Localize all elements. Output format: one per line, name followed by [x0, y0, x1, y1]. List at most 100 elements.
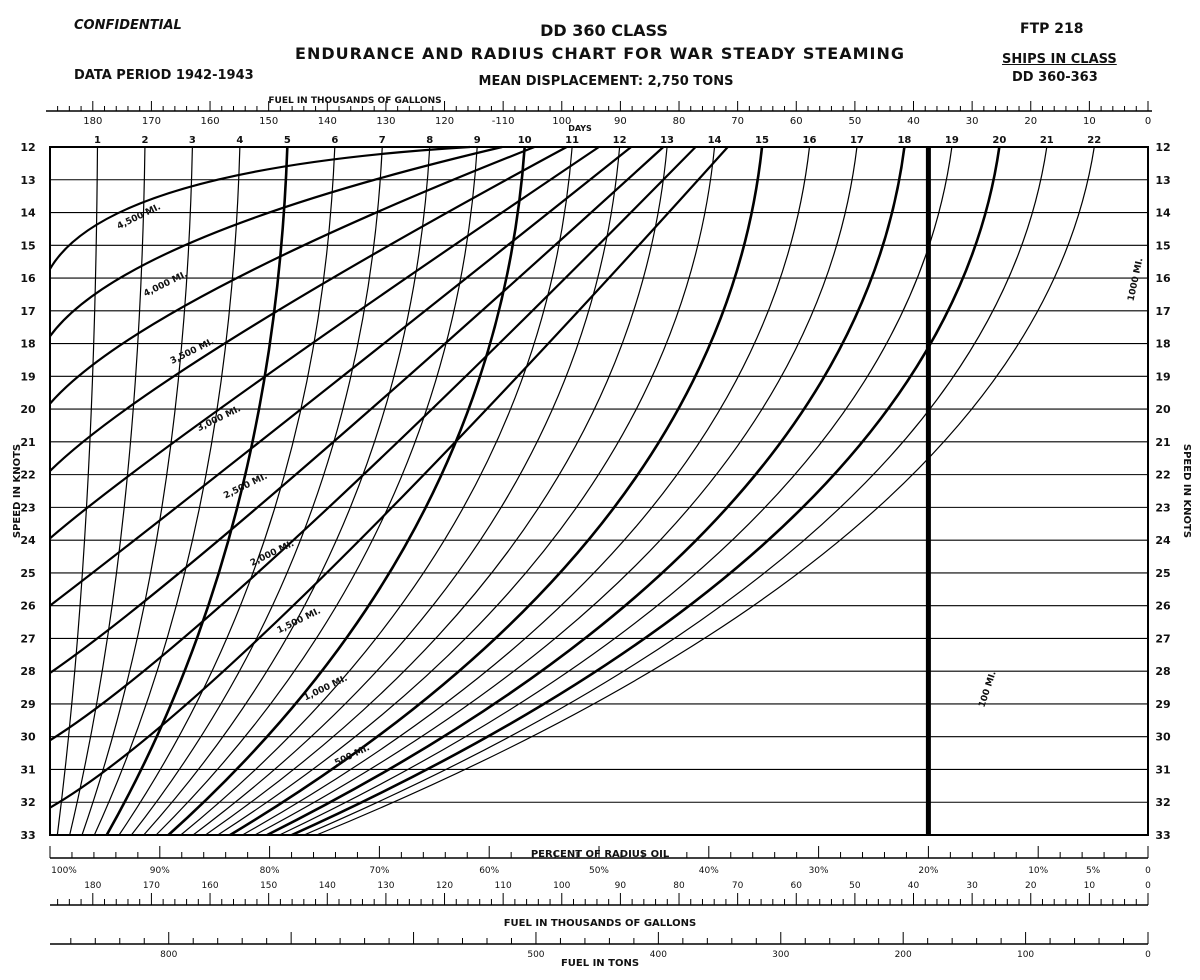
speed-tick-label-right: 32: [1155, 796, 1170, 809]
radius-curve-label: 4,000 MI.: [142, 270, 189, 300]
day-curve: [266, 146, 906, 837]
speed-tick-label-left: 23: [20, 501, 35, 514]
day-curve: [69, 146, 146, 836]
bottom-fuel-tick-label: 90: [615, 881, 627, 891]
y-axis-label-left: SPEED IN KNOTS: [12, 444, 23, 538]
day-curve: [143, 146, 431, 836]
speed-tick-label-left: 13: [20, 174, 35, 187]
percent-tick-label: 0: [1145, 866, 1151, 876]
radius-curve: [49, 146, 697, 742]
days-tick-label: 7: [379, 135, 386, 146]
percent-tick-label: 5%: [1086, 866, 1101, 876]
ftp-number: FTP 218: [1020, 21, 1084, 37]
days-tick-label: 16: [803, 135, 817, 146]
speed-tick-label-right: 31: [1155, 763, 1170, 776]
speed-tick-label-left: 24: [20, 534, 36, 547]
speed-tick-label-right: 14: [1155, 207, 1171, 220]
day-curve: [279, 146, 953, 836]
radius-curve: [49, 145, 535, 405]
radius-curve-label: 1,500 MI.: [276, 606, 323, 636]
mean-displacement: MEAN DISPLACEMENT: 2,750 TONS: [478, 74, 734, 89]
tons-tick-label: 100: [1017, 950, 1034, 960]
day-curve: [242, 146, 811, 836]
tons-tick-label: 300: [772, 950, 789, 960]
percent-tick-label: 90%: [150, 866, 170, 876]
radius-curve-label: 4,500 MI.: [116, 202, 163, 232]
ships-in-class-label: SHIPS IN CLASS: [1002, 52, 1117, 67]
chart-title: ENDURANCE AND RADIUS CHART FOR WAR STEAD…: [295, 44, 905, 63]
day-curve: [192, 146, 621, 836]
speed-tick-label-left: 21: [20, 436, 35, 449]
days-tick-label: 4: [236, 135, 243, 146]
day-curve: [118, 146, 336, 836]
bottom-fuel-tick-label: 70: [732, 881, 744, 891]
bottom-fuel-tick-label: 100: [553, 881, 570, 891]
days-tick-label: 17: [850, 135, 864, 146]
days-tick-label: 11: [565, 135, 579, 146]
top-fuel-tick-label: 140: [318, 116, 337, 127]
days-tick-label: 3: [189, 135, 196, 146]
bottom-fuel-tick-label: 60: [791, 881, 803, 891]
day-curve: [81, 146, 193, 836]
speed-tick-label-left: 33: [20, 829, 35, 842]
percent-tick-label: 100%: [51, 866, 77, 876]
data-period: DATA PERIOD 1942-1943: [74, 68, 254, 83]
bottom-fuel-tick-label: 20: [1025, 881, 1037, 891]
days-tick-label: 2: [141, 135, 148, 146]
ships-in-class-value: DD 360-363: [1012, 70, 1098, 85]
bottom-fuel-axis-label: FUEL IN THOUSANDS OF GALLONS: [504, 918, 697, 929]
radius-curve: [49, 146, 600, 540]
speed-tick-label-right: 26: [1155, 600, 1171, 613]
days-tick-label: 10: [518, 135, 532, 146]
bottom-fuel-tick-label: 180: [84, 881, 101, 891]
top-fuel-tick-label: 40: [907, 116, 920, 127]
top-fuel-tick-label: 0: [1145, 116, 1151, 127]
days-tick-label: 18: [897, 135, 911, 146]
radius-curve: [49, 146, 729, 809]
speed-tick-label-left: 26: [20, 600, 36, 613]
speed-tick-label-left: 32: [20, 796, 35, 809]
days-tick-label: 12: [613, 135, 627, 146]
speed-tick-label-right: 18: [1155, 338, 1170, 351]
tons-tick-label: 400: [650, 950, 667, 960]
speed-tick-label-left: 12: [20, 141, 35, 154]
bottom-fuel-tick-label: 150: [260, 881, 277, 891]
speed-tick-label-right: 25: [1155, 567, 1170, 580]
percent-tick-label: 20%: [918, 866, 938, 876]
days-tick-label: 19: [945, 135, 959, 146]
radius-curve-label: 1000 MI.: [1127, 257, 1146, 302]
day-curve: [167, 146, 526, 836]
top-fuel-tick-label: 130: [376, 116, 395, 127]
bottom-fuel-tick-label: 120: [436, 881, 453, 891]
bottom-fuel-tick-label: 160: [201, 881, 218, 891]
speed-tick-label-left: 14: [20, 207, 36, 220]
speed-tick-label-left: 29: [20, 698, 35, 711]
days-tick-label: 1: [94, 135, 101, 146]
bottom-fuel-tick-label: 10: [1084, 881, 1096, 891]
days-tick-label: 15: [755, 135, 769, 146]
bottom-fuel-tick-label: 170: [143, 881, 160, 891]
radius-curve: [49, 146, 665, 674]
confidential-label: CONFIDENTIAL: [74, 18, 182, 33]
radius-curve-label: 3,500 MI.: [169, 337, 216, 367]
days-tick-label: 22: [1087, 135, 1101, 146]
days-tick-label: 8: [426, 135, 433, 146]
days-tick-label: 21: [1040, 135, 1054, 146]
bottom-fuel-tick-label: 110: [495, 881, 512, 891]
speed-tick-label-right: 29: [1155, 698, 1170, 711]
speed-tick-label-right: 21: [1155, 436, 1170, 449]
bottom-fuel-tick-label: 130: [377, 881, 394, 891]
y-axis-label-right: SPEED IN KNOTS: [1181, 444, 1192, 538]
days-tick-label: 5: [284, 135, 291, 146]
percent-axis-label: PERCENT OF RADIUS OIL: [531, 849, 670, 860]
speed-tick-label-left: 27: [20, 632, 35, 645]
days-axis-label: DAYS: [568, 124, 592, 133]
day-curve: [316, 146, 1095, 836]
top-fuel-tick-label: 90: [614, 116, 627, 127]
speed-tick-label-right: 22: [1155, 469, 1170, 482]
day-curve: [291, 146, 1001, 837]
top-fuel-tick-label: 60: [790, 116, 803, 127]
speed-tick-label-left: 25: [20, 567, 35, 580]
bottom-fuel-tick-label: 40: [908, 881, 920, 891]
percent-tick-label: 10%: [1028, 866, 1048, 876]
